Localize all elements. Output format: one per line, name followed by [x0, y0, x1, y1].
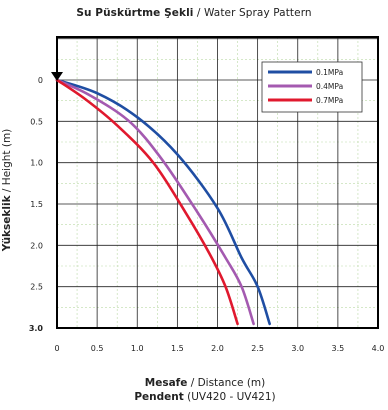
y-tick-label: 0 — [38, 76, 43, 85]
x-tick-label: 1.5 — [171, 344, 184, 353]
spray-pattern-chart: 0 0.5 1.0 1.5 2.0 2.5 3.0 3.5 4.0 0 0.5 1.0 1.5 2.0 2.… — [29, 36, 385, 353]
series-line-0.7MPa — [55, 78, 239, 326]
series-lines — [55, 78, 271, 326]
chart-subtitle-rest: (UV420 - UV421) — [187, 391, 276, 403]
legend: 0.1MPa 0.4MPa 0.7MPa — [261, 61, 363, 113]
x-axis-label-rest: / Distance (m) — [190, 377, 266, 389]
x-tick-label: 2.5 — [251, 344, 264, 353]
chart-title-bold: Su Püskürtme Şekli — [76, 7, 194, 19]
x-tick-label: 1.0 — [131, 344, 144, 353]
x-axis-label-block: Mesafe / Distance (m) Pendent (UV420 - U… — [40, 376, 370, 404]
y-axis-label-bold: Yükseklik — [1, 195, 13, 252]
series-line-0.1MPa — [55, 78, 271, 326]
x-tick-label: 4.0 — [372, 344, 385, 353]
y-axis-label: Yükseklik / Height (m) — [1, 129, 13, 252]
tick-labels: 0 0.5 1.0 1.5 2.0 2.5 3.0 3.5 4.0 0 0.5 1.0 1.5 2.0 2.… — [29, 76, 385, 353]
y-tick-label: 1.5 — [30, 200, 43, 209]
x-tick-label: 2.0 — [211, 344, 224, 353]
x-tick-label: 3.0 — [291, 344, 304, 353]
legend-label-0.7MPa: 0.7MPa — [316, 96, 343, 105]
y-tick-label: 3.0 — [29, 324, 44, 333]
y-tick-label: 0.5 — [30, 117, 43, 126]
y-tick-label: 1.0 — [30, 159, 43, 168]
chart-title-rest: / Water Spray Pattern — [196, 7, 312, 19]
x-tick-label: 0 — [54, 344, 59, 353]
x-axis-label-bold: Mesafe — [144, 377, 188, 389]
x-axis-label: Mesafe / Distance (m) — [40, 376, 370, 390]
chart-title: Su Püskürtme Şekli / Water Spray Pattern — [0, 7, 388, 19]
chart-subtitle: Pendent (UV420 - UV421) — [40, 390, 370, 404]
y-axis-label-rest: / Height (m) — [1, 128, 13, 193]
x-tick-label: 3.5 — [332, 344, 345, 353]
x-tick-label: 0.5 — [91, 344, 104, 353]
series-line-0.4MPa — [55, 78, 255, 326]
origin-marker — [51, 72, 63, 81]
chart-subtitle-bold: Pendent — [134, 391, 184, 403]
legend-label-0.1MPa: 0.1MPa — [316, 68, 343, 77]
legend-label-0.4MPa: 0.4MPa — [316, 82, 343, 91]
y-tick-label: 2.5 — [30, 283, 43, 292]
y-tick-label: 2.0 — [30, 241, 43, 250]
plot-frame — [56, 36, 379, 329]
